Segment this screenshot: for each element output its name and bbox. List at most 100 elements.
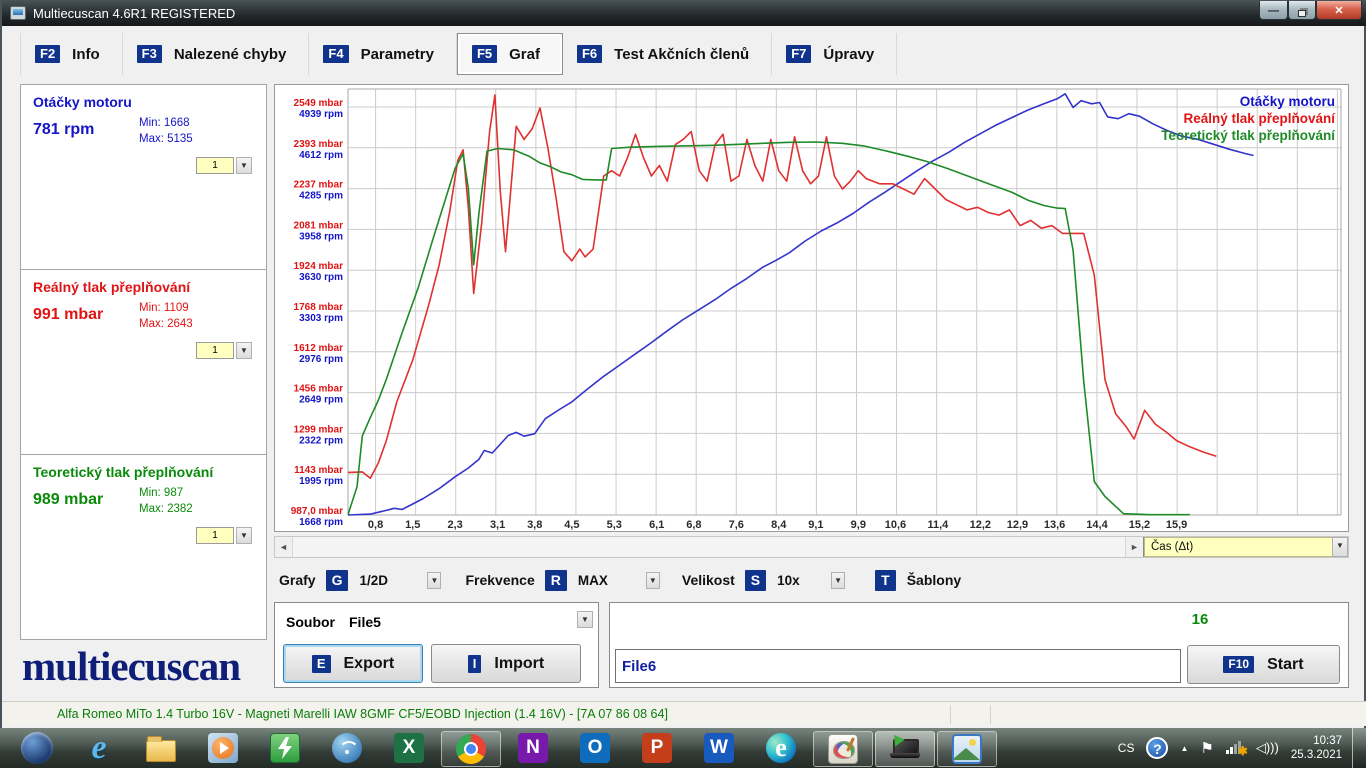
tab-úpravy[interactable]: F7 Úpravy: [772, 33, 898, 75]
start-button[interactable]: F10 Start: [1187, 645, 1340, 684]
svg-text:7,6: 7,6: [729, 519, 744, 531]
show-desktop-button[interactable]: [1352, 728, 1366, 768]
minimize-button[interactable]: —: [1259, 1, 1288, 20]
chevron-down-icon[interactable]: ▼: [236, 527, 252, 544]
frekvence-key-badge: R: [544, 569, 567, 591]
svg-text:2393 mbar: 2393 mbar: [294, 139, 344, 150]
taskbar-snipping-tool-icon[interactable]: [937, 731, 997, 767]
velikost-select-value[interactable]: 10x: [777, 572, 800, 588]
chevron-down-icon[interactable]: ▼: [1332, 537, 1348, 557]
chevron-down-icon[interactable]: ▼: [427, 571, 442, 589]
parameter-minmax: Min: 1668 Max: 5135: [139, 117, 193, 145]
scrollbar-track[interactable]: [293, 537, 1125, 557]
taskbar-powerpoint-icon[interactable]: P: [626, 728, 688, 768]
chevron-down-icon[interactable]: ▼: [831, 571, 846, 589]
svg-text:5,3: 5,3: [607, 519, 622, 531]
scroll-left-button[interactable]: ◄: [275, 537, 293, 557]
parameter-value: 991 mbar: [33, 306, 104, 323]
close-button[interactable]: ✕: [1316, 1, 1362, 20]
powerpoint-icon: P: [642, 733, 672, 763]
file-select-value[interactable]: File5: [349, 614, 381, 630]
sablony-button[interactable]: Šablony: [906, 572, 962, 588]
remote-computer-icon: [889, 731, 920, 764]
taskbar-outlook-icon[interactable]: O: [564, 728, 626, 768]
series-rpm: [347, 93, 1254, 516]
taskbar-internet-explorer-icon[interactable]: e: [68, 728, 130, 768]
taskbar-edge-icon[interactable]: e: [750, 728, 812, 768]
svg-text:12,2: 12,2: [970, 519, 991, 531]
svg-text:2322 rpm: 2322 rpm: [299, 435, 343, 446]
legend-entry: Reálný tlak přeplňování: [1183, 111, 1336, 126]
taskbar-multiecuscan-icon[interactable]: [254, 728, 316, 768]
tab-nalezené-chyby[interactable]: F3 Nalezené chyby: [123, 33, 310, 75]
taskbar-onenote-icon[interactable]: N: [502, 728, 564, 768]
grafy-key-badge: G: [325, 569, 349, 591]
chevron-down-icon[interactable]: ▼: [577, 611, 593, 628]
fkey-badge: F6: [576, 45, 603, 63]
parameter-name: Otáčky motoru: [33, 94, 132, 110]
frekvence-select-value[interactable]: MAX: [577, 572, 608, 588]
parameter-box: Otáčky motoru 781 rpm Min: 1668 Max: 5135 1 ▼: [21, 85, 266, 270]
restore-button[interactable]: [1288, 1, 1316, 20]
chevron-down-icon[interactable]: ▼: [236, 157, 252, 174]
tab-info[interactable]: F2 Info: [20, 33, 123, 75]
taskbar-chrome-icon[interactable]: [441, 731, 501, 767]
help-tray-icon[interactable]: ?: [1146, 737, 1169, 759]
scroll-right-button[interactable]: ►: [1125, 537, 1143, 557]
sablony-key-badge: T: [875, 569, 896, 591]
export-button[interactable]: E Export: [283, 644, 423, 683]
language-indicator[interactable]: CS: [1117, 741, 1135, 755]
grafy-select-value[interactable]: 1/2D: [359, 572, 388, 588]
parameter-value: 989 mbar: [33, 491, 104, 508]
svg-text:2,3: 2,3: [448, 519, 463, 531]
svg-text:2237 mbar: 2237 mbar: [294, 180, 344, 191]
file-explorer-icon: [146, 736, 176, 762]
import-button[interactable]: I Import: [431, 644, 581, 683]
series-mbar: [347, 94, 1217, 480]
action-center-flag-icon[interactable]: ⚑: [1200, 740, 1214, 757]
fkey-badge: F4: [323, 45, 349, 63]
scale-selector[interactable]: 1 ▼: [196, 157, 252, 174]
svg-text:2976 rpm: 2976 rpm: [299, 354, 343, 365]
taskbar-word-icon[interactable]: W: [688, 728, 750, 768]
taskbar-file-explorer-icon[interactable]: [130, 728, 192, 768]
graph-controls: Grafy G 1/2D ▼ Frekvence R MAX ▼ Velikos…: [279, 567, 971, 593]
taskbar-paint-icon[interactable]: [813, 731, 873, 767]
filename-input[interactable]: [615, 649, 1181, 683]
parameter-minmax: Min: 987 Max: 2382: [139, 487, 193, 515]
chevron-down-icon[interactable]: ▼: [236, 342, 252, 359]
tab-label: Graf: [509, 45, 540, 63]
x-axis-combo[interactable]: Čas (Δt) ▼: [1143, 537, 1348, 557]
parameter-minmax: Min: 1109 Max: 2643: [139, 302, 193, 330]
chevron-down-icon[interactable]: ▼: [645, 571, 660, 589]
show-hidden-icons-icon[interactable]: ▲: [1180, 743, 1189, 753]
start-button[interactable]: [6, 728, 68, 768]
record-panel: 16 F10 Start: [609, 602, 1349, 688]
taskbar-media-player-icon[interactable]: [192, 728, 254, 768]
scale-value[interactable]: 1: [196, 342, 234, 359]
svg-text:2081 mbar: 2081 mbar: [294, 220, 344, 231]
scale-selector[interactable]: 1 ▼: [196, 527, 252, 544]
app-icon: [10, 6, 26, 20]
taskbar-excel-icon[interactable]: X: [378, 728, 440, 768]
excel-icon: X: [394, 733, 424, 763]
volume-icon[interactable]: ◁))): [1255, 740, 1279, 755]
title-bar[interactable]: Multiecuscan 4.6R1 REGISTERED — ✕: [2, 0, 1366, 26]
scale-selector[interactable]: 1 ▼: [196, 342, 252, 359]
fkey-badge: F5: [471, 45, 498, 63]
svg-text:3958 rpm: 3958 rpm: [299, 231, 343, 242]
scale-value[interactable]: 1: [196, 157, 234, 174]
scale-value[interactable]: 1: [196, 527, 234, 544]
clock[interactable]: 10:37 25.3.2021: [1291, 734, 1342, 762]
tab-parametry[interactable]: F4 Parametry: [309, 33, 457, 75]
x-axis-combo-value[interactable]: Čas (Δt): [1144, 537, 1332, 557]
clock-time: 10:37: [1313, 735, 1342, 747]
internet-explorer-icon: e: [91, 729, 107, 766]
outlook-icon: O: [580, 733, 610, 763]
tab-graf[interactable]: F5 Graf: [456, 33, 563, 75]
taskbar-wifi-tool-icon[interactable]: [316, 728, 378, 768]
tab-test-akčních-členů[interactable]: F6 Test Akčních členů: [563, 33, 773, 75]
taskbar-remote-computer-icon[interactable]: [875, 731, 935, 767]
network-signal-icon[interactable]: ✱: [1225, 740, 1248, 758]
